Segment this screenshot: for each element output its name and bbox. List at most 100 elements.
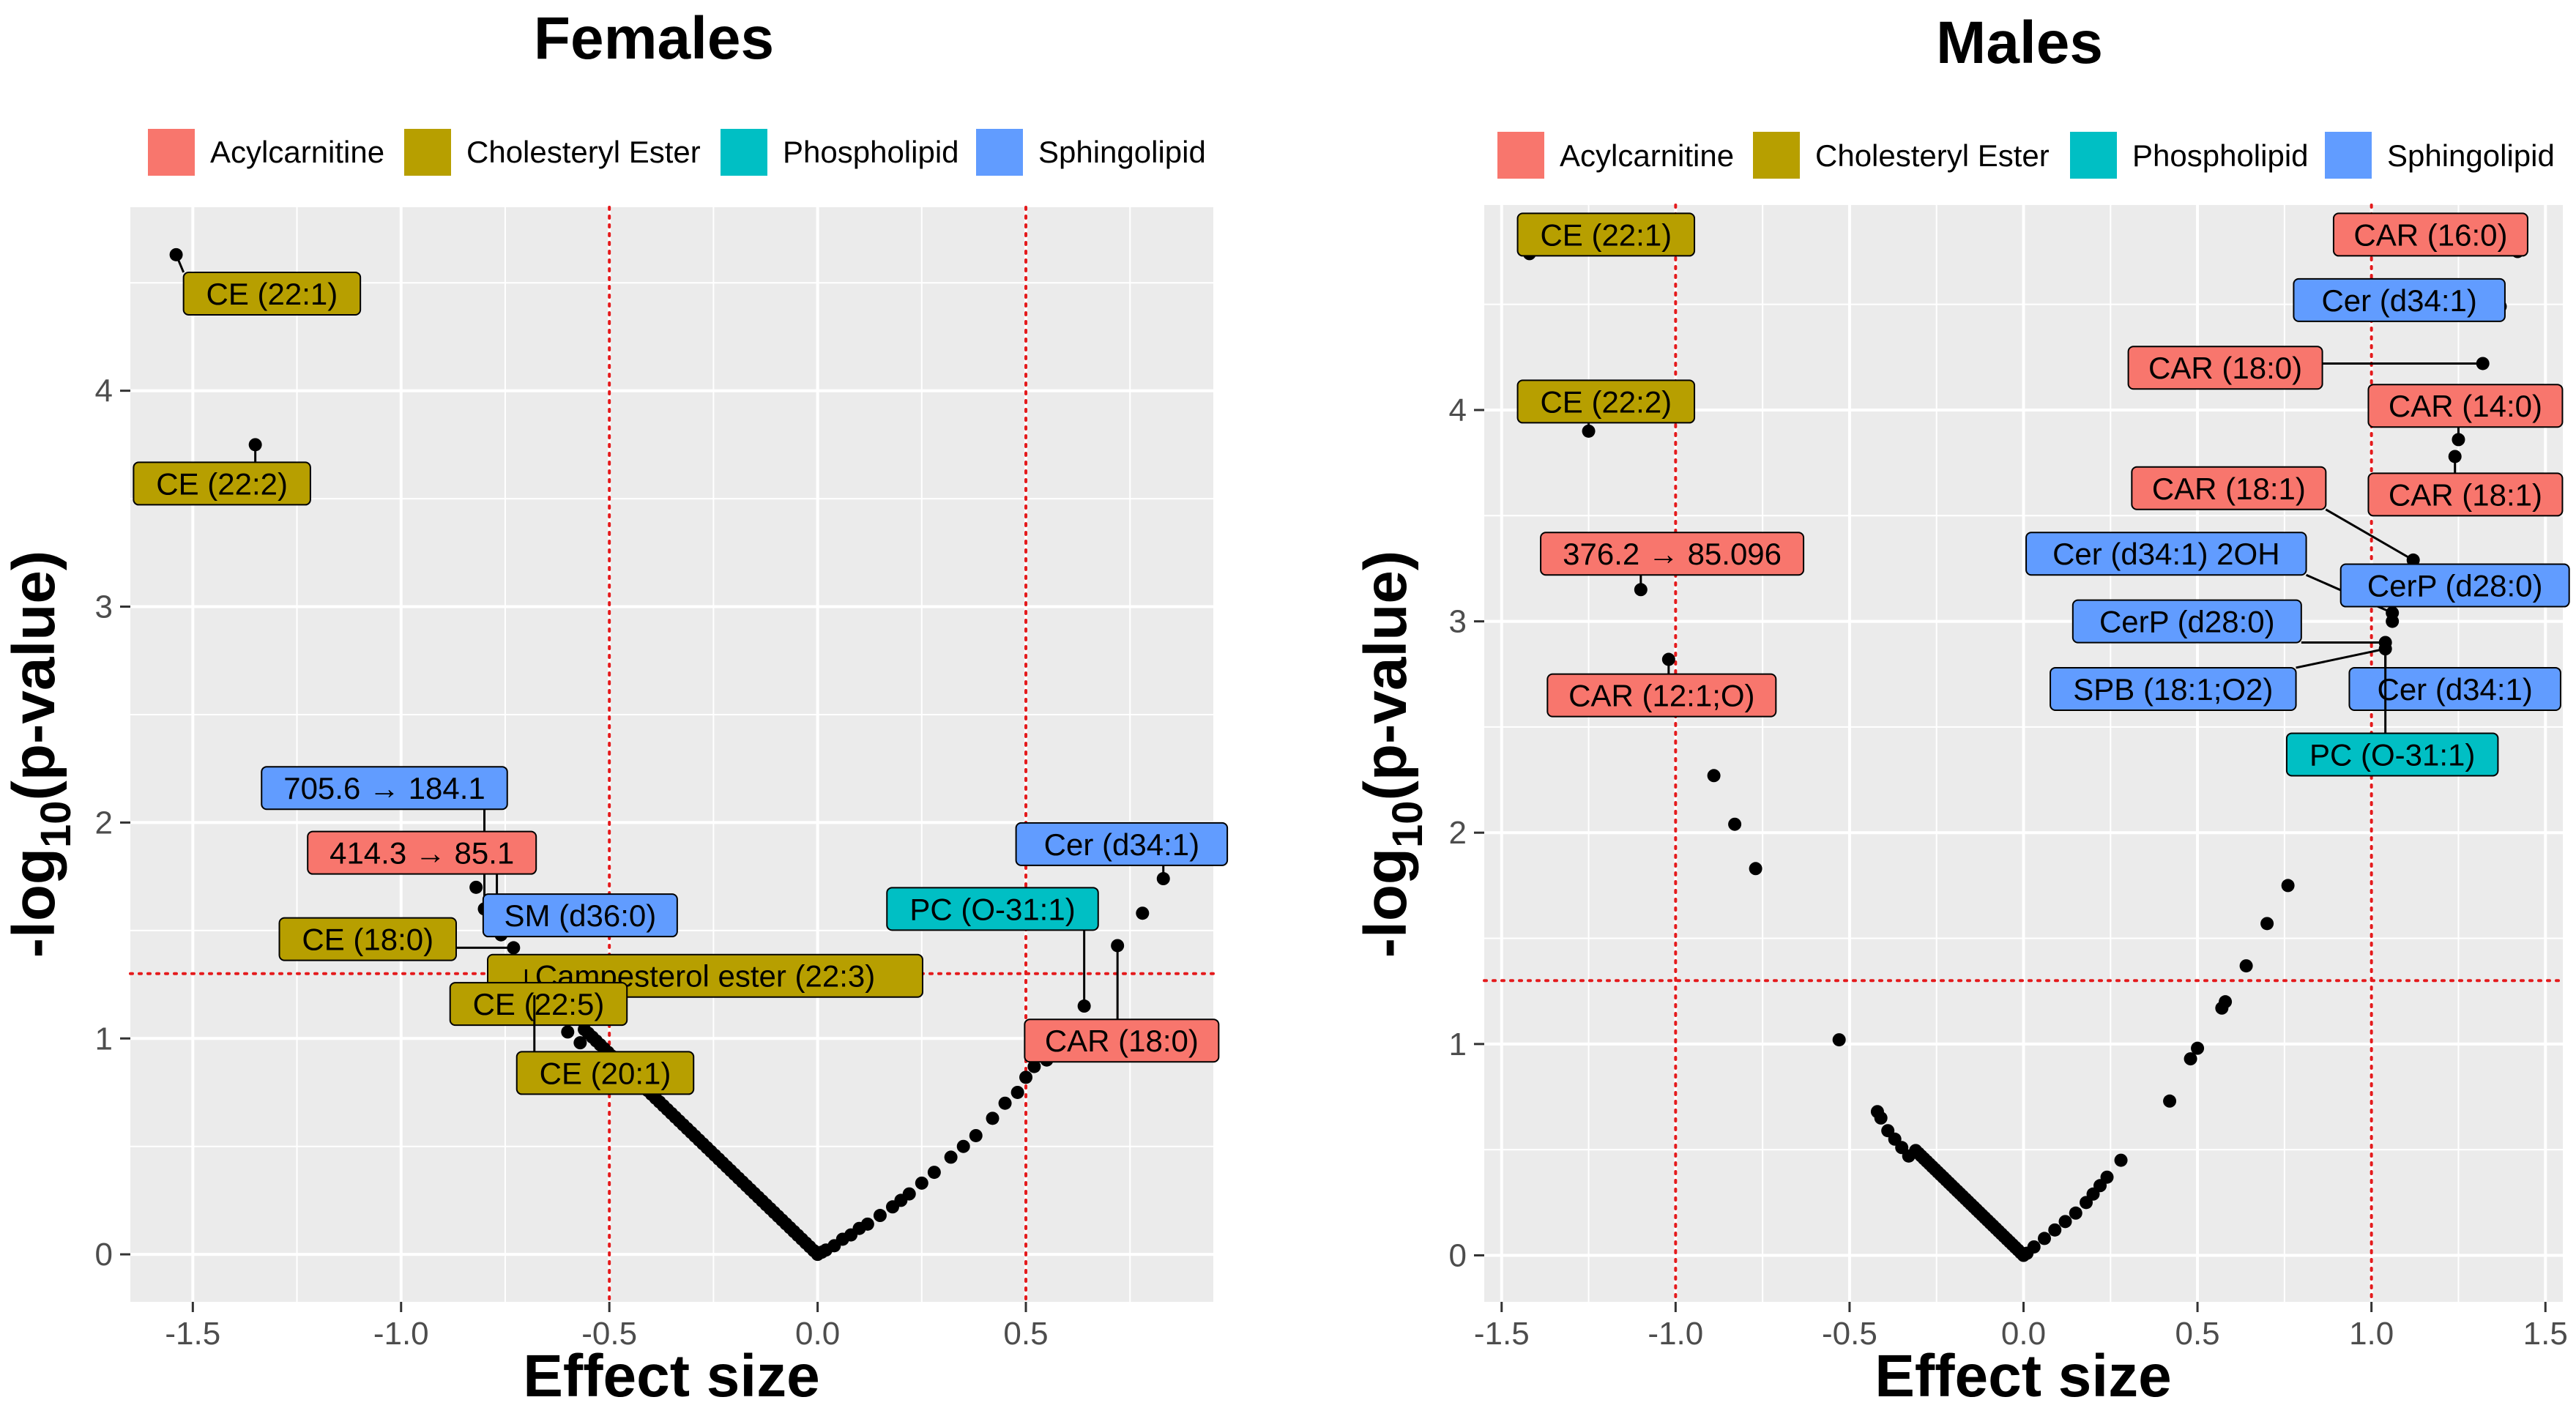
point-labels: CE (22:1) CE (22:2) 376.2 → 85.096 CAR (12:… bbox=[1516, 212, 2570, 777]
label-leader-line bbox=[175, 254, 185, 273]
data-point bbox=[2215, 1001, 2229, 1015]
data-point bbox=[1010, 1085, 1024, 1099]
data-point bbox=[944, 1150, 958, 1164]
x-tick-label: 1.5 bbox=[2523, 1316, 2568, 1352]
point-label-text: CAR (16:0) bbox=[2353, 217, 2507, 252]
legend-label-sphingolipid: Sphingolipid bbox=[1038, 135, 1206, 169]
x-tick-label: -0.5 bbox=[1822, 1316, 1877, 1352]
data-point bbox=[2017, 1248, 2030, 1262]
threshold-lines bbox=[129, 206, 1215, 1303]
point-label-text: CE (22:1) bbox=[206, 277, 338, 311]
point-label-box bbox=[2348, 666, 2561, 711]
label-leader-line bbox=[2325, 508, 2414, 562]
data-point bbox=[1136, 906, 1150, 920]
point-label-box bbox=[515, 1051, 695, 1095]
point-label-text: CAR (12:1;O) bbox=[1568, 679, 1754, 713]
y-tick-label: 1 bbox=[1449, 1027, 1467, 1062]
point-label-box bbox=[1546, 673, 1777, 718]
y-axis-title: -log10(p-value) bbox=[1, 551, 80, 958]
point-label-box bbox=[2071, 599, 2302, 644]
label-leader-line bbox=[2296, 647, 2386, 669]
x-tick-label: -1.0 bbox=[1648, 1316, 1703, 1352]
point-label-box bbox=[449, 982, 628, 1027]
plot-panel bbox=[130, 207, 1213, 1302]
legend-label-cholesteryl-ester: Cholesteryl Ester bbox=[466, 135, 701, 169]
data-points bbox=[1522, 245, 2525, 1262]
data-point bbox=[2114, 1153, 2128, 1167]
y-axis-title-subscript: 10 bbox=[1384, 800, 1432, 848]
legend-label-cholesteryl-ester: Cholesteryl Ester bbox=[1815, 138, 2050, 173]
point-label-text: CE (20:1) bbox=[540, 1056, 671, 1090]
x-tick-label: -0.5 bbox=[581, 1316, 637, 1352]
point-label-text: CE (18:0) bbox=[302, 923, 433, 957]
point-label-box bbox=[886, 887, 1099, 931]
point-label-box bbox=[278, 917, 457, 961]
legend-label-acylcarnitine: Acylcarnitine bbox=[210, 135, 384, 169]
legend-key-acylcarnitine bbox=[148, 129, 195, 176]
x-tick-label: -1.5 bbox=[165, 1316, 220, 1352]
y-tick-label: 4 bbox=[1449, 392, 1467, 428]
y-tick-label: 0 bbox=[1449, 1238, 1467, 1274]
y-axis-title-subscript: 10 bbox=[32, 800, 80, 848]
point-label-text: CerP (d28:0) bbox=[2099, 605, 2275, 639]
chart-title: Females bbox=[534, 5, 774, 72]
data-point bbox=[2058, 1215, 2072, 1229]
data-point bbox=[986, 1111, 999, 1125]
chart-title: Males bbox=[1936, 10, 2103, 76]
data-point bbox=[1874, 1111, 1888, 1125]
y-axis-title: -log10(p-value) bbox=[1352, 551, 1432, 958]
x-tick-label: 0.0 bbox=[795, 1316, 840, 1352]
axes: -1.5 -1.0 -0.5 0.0 0.5 1.0 1.5 0 1 2 3 4 bbox=[1449, 392, 2568, 1352]
y-tick-label: 2 bbox=[1449, 815, 1467, 851]
data-point bbox=[1707, 769, 1721, 783]
y-tick-label: 3 bbox=[95, 589, 113, 625]
data-point bbox=[561, 1025, 575, 1039]
data-point bbox=[969, 1128, 983, 1142]
point-label-text: CAR (18:0) bbox=[1045, 1024, 1199, 1058]
point-label-text: CE (22:2) bbox=[156, 466, 288, 501]
point-label-text: SM (d36:0) bbox=[504, 898, 656, 933]
data-point bbox=[573, 1036, 587, 1050]
y-axis-title-tail: (p-value) bbox=[1352, 551, 1419, 801]
data-point bbox=[2239, 959, 2253, 973]
point-label-box bbox=[482, 893, 678, 938]
point-label-box bbox=[2367, 472, 2564, 517]
point-label-text: CAR (18:0) bbox=[2148, 351, 2302, 385]
point-label-box bbox=[261, 766, 508, 811]
females-chart: Females Acylcarnitine Cholesteryl Ester … bbox=[1, 5, 1229, 1409]
point-label-box bbox=[1024, 1018, 1220, 1063]
point-label-text: CerP (d28:0) bbox=[2367, 569, 2543, 603]
data-point bbox=[2080, 1196, 2093, 1210]
data-point bbox=[811, 1248, 824, 1262]
point-label-text: 376.2 → 85.096 bbox=[1563, 537, 1782, 571]
point-label-box bbox=[307, 830, 537, 875]
point-label-text: CAR (18:1) bbox=[2389, 477, 2542, 512]
x-axis-title: Effect size bbox=[523, 1343, 820, 1409]
y-tick-label: 1 bbox=[95, 1021, 113, 1057]
point-label-box bbox=[133, 461, 311, 506]
axes: -1.5 -1.0 -0.5 0.0 0.5 0 1 2 3 4 bbox=[95, 373, 1049, 1352]
data-point bbox=[2281, 879, 2295, 893]
y-tick-label: 0 bbox=[95, 1237, 113, 1273]
data-point bbox=[2184, 1052, 2197, 1066]
data-point bbox=[1728, 817, 1742, 831]
point-label-box bbox=[2293, 278, 2506, 322]
point-label-text: Cer (d34:1) bbox=[1044, 827, 1199, 862]
point-label-box bbox=[2339, 563, 2570, 608]
x-tick-label: -1.0 bbox=[373, 1316, 429, 1352]
legend-key-phospholipid bbox=[721, 129, 767, 176]
data-point bbox=[1019, 1070, 1033, 1084]
point-label-text: Cer (d34:1) bbox=[2377, 672, 2532, 707]
point-label-box bbox=[1516, 379, 1696, 424]
data-point bbox=[2038, 1232, 2052, 1245]
point-label-box bbox=[2050, 666, 2297, 711]
point-label-text: Cer (d34:1) 2OH bbox=[2052, 537, 2279, 571]
point-label-box bbox=[182, 271, 362, 316]
point-label-text: CAR (14:0) bbox=[2389, 389, 2542, 423]
point-label-text: 705.6 → 184.1 bbox=[283, 771, 485, 805]
data-point bbox=[956, 1139, 970, 1153]
point-label-box bbox=[2131, 466, 2327, 510]
point-label-text: CE (22:2) bbox=[1540, 384, 1672, 419]
legend-key-cholesteryl-ester bbox=[404, 129, 451, 176]
data-point bbox=[1027, 1059, 1041, 1073]
